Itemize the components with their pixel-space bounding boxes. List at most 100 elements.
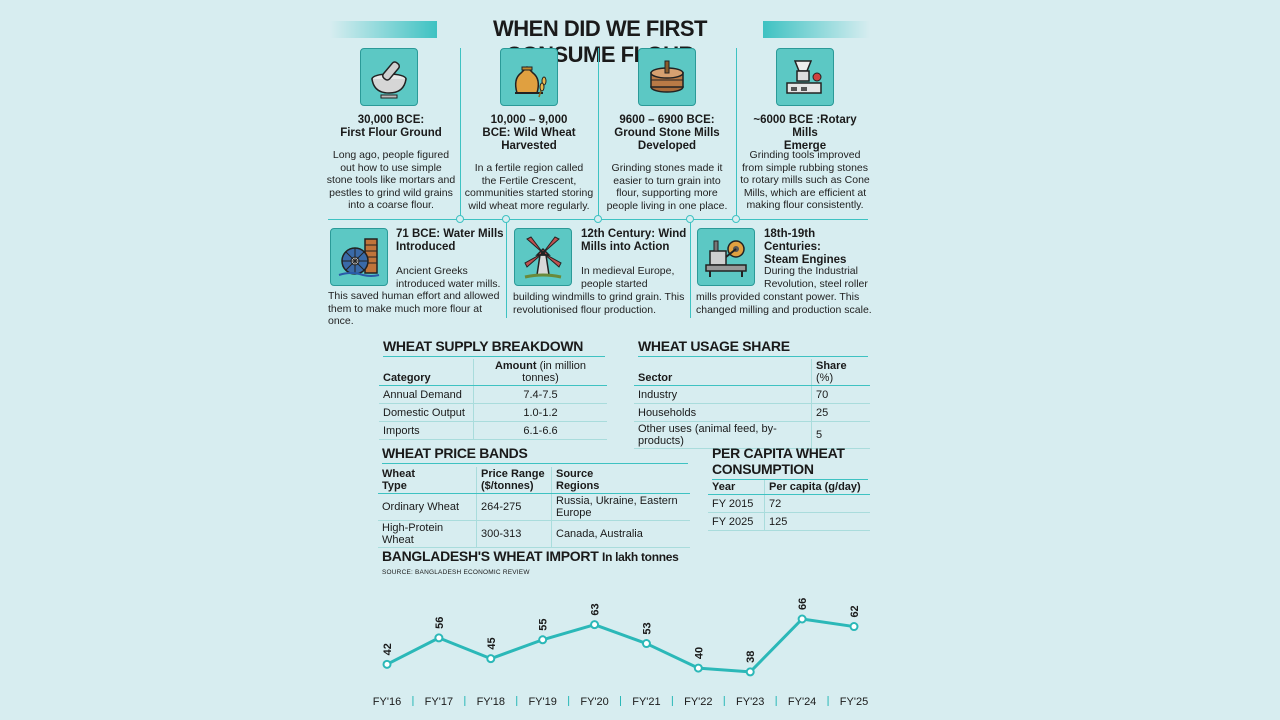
usage-title-rule [638,356,868,357]
column-unit: (in million tonnes) [522,360,587,384]
percapita-title-line: PER CAPITA WHEAT [712,445,845,461]
event-5-body-line: This saved human effort and allowed [328,290,500,302]
table-cell: Imports [379,421,474,440]
data-label: 66 [797,598,809,610]
event-5-body-bottom: This saved human effort and allowed them… [328,290,506,328]
table-header-row: Category Amount (in million tonnes) [379,359,607,386]
event-4-heading-line: Emerge [783,140,827,152]
event-6-body-line: In medieval Europe, [581,265,675,277]
event-4-body-line: Mills, which are efficient at [743,186,867,199]
event-1-body-line: stone tools like mortars and [326,174,456,186]
table-cell: FY 2025 [708,512,765,531]
data-label: 38 [745,651,757,663]
table-row: Ordinary Wheat 264-275 Russia, Ukraine, Ea… [378,493,690,521]
event-4-body-line: from simple rubbing stones [741,161,869,174]
data-label: 63 [590,603,602,615]
table-header-row: Year Per capita (g/day) [708,480,870,495]
table-row: FY 2025 125 [708,512,870,531]
table-row: Industry 70 [634,385,870,404]
wheat-import-line-chart: 42 56 45 55 63 53 40 38 66 62 FY'16 FY'17 FY'18 FY'19… [373,598,868,708]
event-7-body-top: During the Industrial Revolution, steel … [764,265,872,290]
percapita-title-line: CONSUMPTION [712,461,814,477]
x-tick-label: FY'19 [528,696,556,708]
event-3-body-line: Grinding stones made it [611,162,723,174]
column-header-line: Type [382,480,407,492]
table-row: FY 2015 72 [708,494,870,513]
event-5-body-line: them to make much more flour at once. [328,302,483,328]
timeline-dot [594,215,602,223]
column-header-line: Source [556,468,594,480]
event-7-body-bottom: mills provided constant power. This chan… [696,291,874,316]
column-header-line: Regions [556,480,600,492]
event-5-body-top: Ancient Greeks introduced water mills. [396,265,506,290]
event-2-heading-line: 10,000 – 9,000 [490,114,568,126]
price-title-rule [382,463,688,464]
rotary-mill-icon [776,48,834,106]
event-6-body-line: building windmills to grind grain. This [513,291,685,303]
event-6-body-bottom: building windmills to grind grain. This … [513,291,691,316]
usage-table: Sector Share (%) Industry 70 Households 25… [634,359,870,449]
event-6-heading-line: 12th Century: Wind [581,228,687,240]
table-row: Households 25 [634,403,870,422]
series-line [386,617,855,674]
column-header: Category [379,359,474,386]
event-5-body-line: Ancient Greeks [396,265,468,277]
table-cell: Domestic Output [379,403,474,422]
event-1-body-line: Long ago, people figured [332,149,450,161]
table-cell: Ordinary Wheat [378,493,477,521]
supply-title-rule [383,356,605,357]
event-3-heading: 9600 – 6900 BCE: Ground Stone Mills Deve… [604,114,730,153]
data-point [486,654,496,664]
percapita-title-rule [712,479,868,480]
column-header: Per capita (g/day) [764,480,870,495]
data-point [641,639,651,649]
table-cell: 1.0-1.2 [473,403,607,422]
data-label: 42 [382,643,394,655]
chart-title-text: BANGLADESH'S WHEAT IMPORT [382,548,599,564]
timeline-divider-2 [598,48,599,220]
event-4-body-line: to rotary mills such as Cone [740,174,870,186]
table-cell: Russia, Ukraine, Eastern Europe [551,493,690,521]
chart-unit: In lakh tonnes [602,550,679,564]
event-5-heading: 71 BCE: Water Mills Introduced [396,228,506,254]
table-row: High-Protein Wheat 300-313 Canada, Austral… [378,520,690,548]
data-label: 40 [693,647,705,659]
column-header: Sector [634,359,812,386]
price-table: Wheat Type Price Range ($/tonnes) Source Re… [378,467,690,548]
event-3-heading-line: Ground Stone Mills [614,127,720,139]
supply-table: Category Amount (in million tonnes) Annu… [379,359,607,440]
data-point [693,663,703,673]
steam-engine-icon [697,228,755,286]
event-6-heading-line: Mills into Action [581,241,670,253]
data-point [434,633,444,643]
table-cell: 6.1-6.6 [473,421,607,440]
chart-source: SOURCE: BANGLADESH ECONOMIC REVIEW [382,569,530,576]
x-tick-label: FY'17 [425,696,453,708]
page-title: WHEN DID WE FIRST CONSUME FLOUR [493,16,707,67]
event-2-body-line: communities started storing [464,187,594,199]
timeline-dot [686,215,694,223]
event-4-heading-line: ~6000 BCE :Rotary Mills [753,114,857,139]
timeline-dot [456,215,464,223]
x-tick-label: FY'18 [477,696,505,708]
event-7-body-line: mills provided constant power. This [696,291,860,303]
stone-mill-icon [638,48,696,106]
table-cell: 70 [811,385,870,404]
timeline-divider-4 [506,220,507,318]
data-label: 56 [434,617,446,629]
table-row: Domestic Output 1.0-1.2 [379,403,607,422]
mortar-pestle-icon [360,48,418,106]
column-header: Wheat Type [378,467,477,494]
data-point [538,635,548,645]
x-tick-label: FY'24 [788,696,816,708]
event-1-body-line: pestles to grind wild grains [329,186,453,199]
table-cell: 25 [811,403,870,422]
column-header: Source Regions [551,467,690,494]
data-label: 45 [486,637,498,649]
event-1-heading-line: First Flour Ground [340,127,442,139]
event-1-body-line: into a coarse flour. [348,199,434,211]
table-header-row: Sector Share (%) [634,359,870,386]
event-2-body-line: wild wheat more regularly. [468,199,590,212]
event-7-body-line: During the Industrial [764,265,858,277]
